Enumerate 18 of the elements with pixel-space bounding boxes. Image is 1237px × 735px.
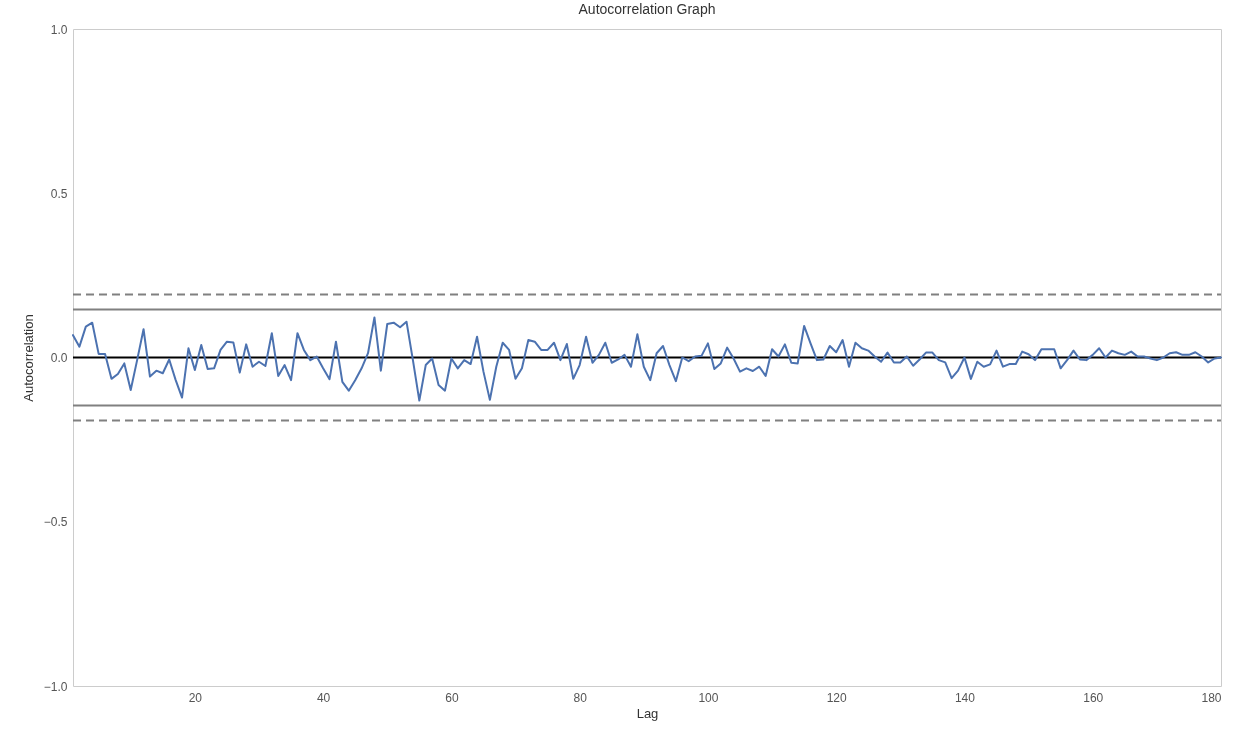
x-tick-label: 100 bbox=[698, 690, 719, 705]
y-tick-label: −1.0 bbox=[43, 679, 68, 694]
x-axis-title: Lag bbox=[636, 705, 659, 721]
y-tick-label: 0.0 bbox=[50, 351, 68, 365]
x-tick-label: 160 bbox=[1083, 690, 1104, 705]
x-tick-label: 140 bbox=[954, 690, 976, 705]
y-tick-label: 1.0 bbox=[50, 22, 68, 37]
y-axis-title: Autocorrelation bbox=[20, 314, 36, 402]
line-series bbox=[72, 316, 1222, 402]
y-tick-label: 0.5 bbox=[50, 186, 68, 201]
chart-title: Autocorrelation Graph bbox=[578, 1, 716, 17]
x-tick-label: 20 bbox=[188, 690, 203, 705]
x-tick-label: 180 bbox=[1201, 690, 1222, 705]
x-tick-label: 120 bbox=[826, 690, 848, 705]
x-tick-label: 60 bbox=[445, 690, 459, 705]
x-tick-label: 40 bbox=[316, 690, 331, 705]
y-tick-label: −0.5 bbox=[43, 515, 68, 530]
x-tick-label: 80 bbox=[573, 690, 588, 705]
